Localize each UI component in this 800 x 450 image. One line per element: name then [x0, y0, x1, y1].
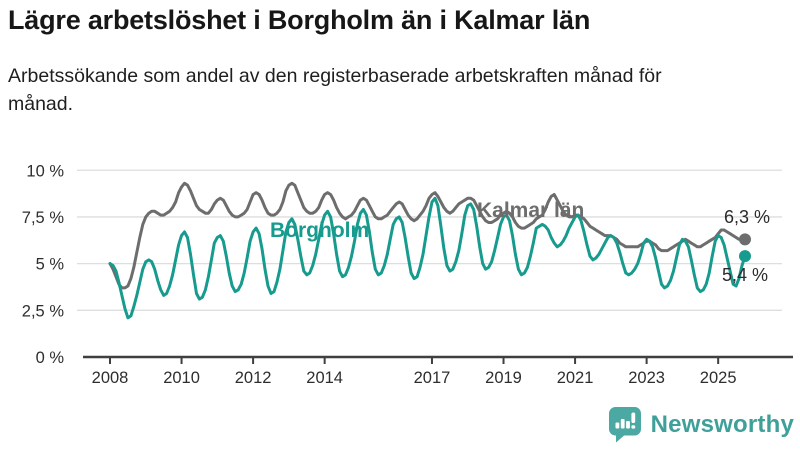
newsworthy-logo: Newsworthy	[608, 406, 794, 443]
x-axis-tick-label: 2025	[700, 369, 737, 387]
y-axis-tick-label: 10 %	[26, 162, 64, 180]
unemployment-line-chart: 10 % 7,5 % 5 % 2,5 % 0 % 2008 2010 2012 2014 2017…	[22, 162, 793, 387]
x-axis-tick-label: 2014	[306, 369, 343, 387]
newsworthy-logo-text: Newsworthy	[650, 410, 794, 438]
y-axis-tick-label: 0 %	[36, 349, 65, 367]
x-axis-tick-label: 2019	[485, 369, 522, 387]
end-value-label-borgholm: 5,4 %	[722, 265, 768, 285]
series-end-dot	[739, 250, 751, 263]
x-axis-tick-label: 2017	[414, 369, 451, 387]
y-axis-tick-label: 7,5 %	[22, 209, 65, 227]
x-axis-tick-label: 2008	[92, 369, 129, 387]
x-axis-tick-label: 2012	[235, 369, 272, 387]
series-line-borgholm	[108, 196, 747, 320]
x-axis-tick-label: 2021	[557, 369, 594, 387]
y-axis-tick-label: 2,5 %	[22, 302, 65, 320]
chart-subtitle: Arbetssökande som andel av den registerb…	[8, 65, 662, 115]
series-label-borgholm: Borgholm	[270, 219, 369, 242]
series-line-kalmar-l-n	[108, 181, 747, 290]
x-axis-tick-label: 2010	[163, 369, 200, 387]
series-end-dot	[739, 233, 751, 246]
end-value-label-kalmar-lan: 6,3 %	[724, 207, 770, 227]
chart-title: Lägre arbetslöshet i Borgholm än i Kalma…	[8, 5, 591, 35]
y-axis-tick-label: 5 %	[36, 256, 65, 274]
x-axis-tick-label: 2023	[628, 369, 665, 387]
newsworthy-logo-icon	[608, 407, 641, 443]
series-label-kalmar-lan: Kalmar län	[477, 199, 584, 222]
